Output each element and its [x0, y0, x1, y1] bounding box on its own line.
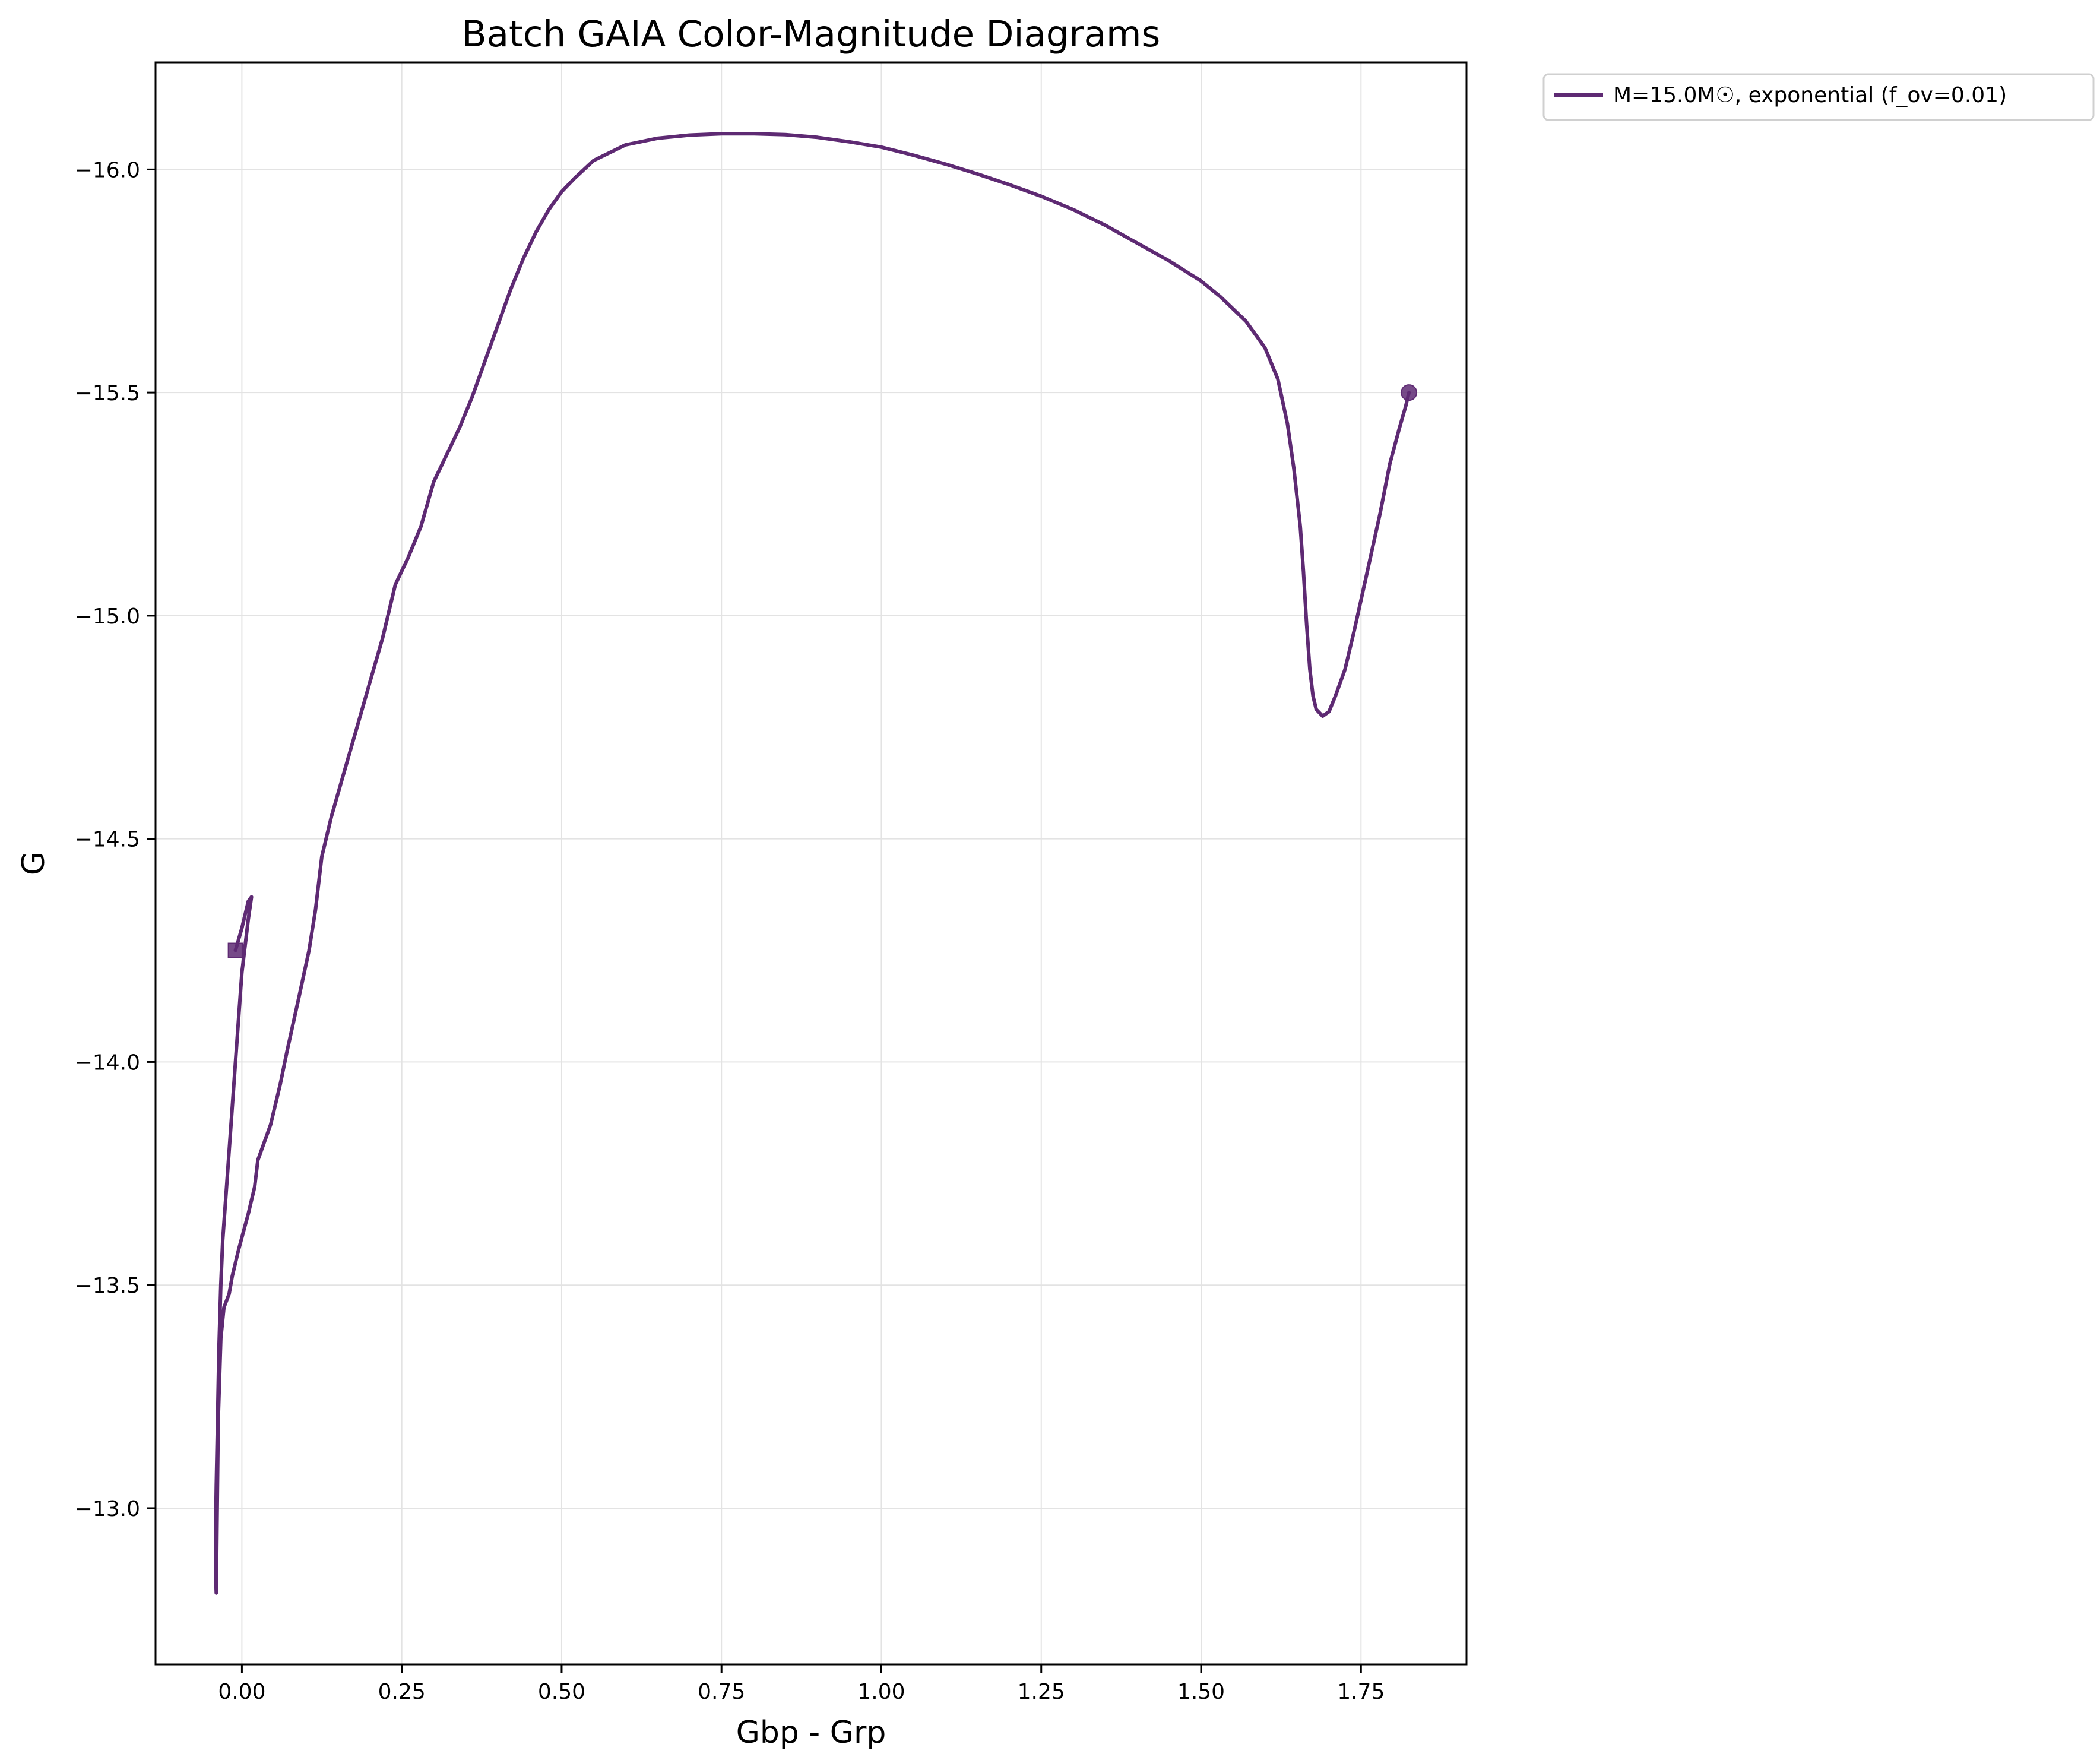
- legend-entry-label: M=15.0M☉, exponential (f_ov=0.01): [1613, 83, 2007, 107]
- start-marker: [227, 942, 243, 958]
- grid-lines: [156, 62, 1466, 1664]
- x-tick-label: 1.50: [1177, 1680, 1225, 1704]
- series-line: [214, 132, 1411, 1595]
- chart-title: Batch GAIA Color-Magnitude Diagrams: [462, 13, 1160, 55]
- x-tick-label: 1.00: [857, 1680, 905, 1704]
- y-tick-label: −16.0: [75, 158, 140, 182]
- plot-frame: [154, 61, 1468, 1666]
- x-axis-ticks: 0.00 0.25 0.50 0.75 1.00 1.25 1.50 1.75: [218, 1664, 1385, 1704]
- x-tick-label: 0.25: [378, 1680, 426, 1704]
- y-tick-label: −14.0: [75, 1050, 140, 1075]
- plot-area: [156, 62, 1466, 1664]
- y-tick-label: −14.5: [75, 828, 140, 852]
- legend-box: [1542, 73, 2095, 121]
- y-tick-label: −15.0: [75, 604, 140, 629]
- y-tick-label: −15.5: [75, 381, 140, 406]
- x-tick-label: 1.75: [1337, 1680, 1385, 1704]
- x-tick-label: 0.75: [698, 1680, 745, 1704]
- x-tick-label: 0.00: [218, 1680, 265, 1704]
- y-axis-label: G: [16, 851, 52, 875]
- legend: M=15.0M☉, exponential (f_ov=0.01): [1542, 73, 2095, 121]
- y-axis-ticks: −13.0 −13.5 −14.0 −14.5 −15.0 −15.5 −16.0: [75, 158, 156, 1521]
- series-layer: [214, 132, 1418, 1595]
- x-tick-label: 0.50: [538, 1680, 585, 1704]
- x-tick-label: 1.25: [1018, 1680, 1065, 1704]
- y-tick-label: −13.0: [75, 1497, 140, 1521]
- x-axis-label: Gbp - Grp: [736, 1715, 886, 1750]
- y-tick-label: −13.5: [75, 1274, 140, 1298]
- end-marker: [1401, 384, 1418, 401]
